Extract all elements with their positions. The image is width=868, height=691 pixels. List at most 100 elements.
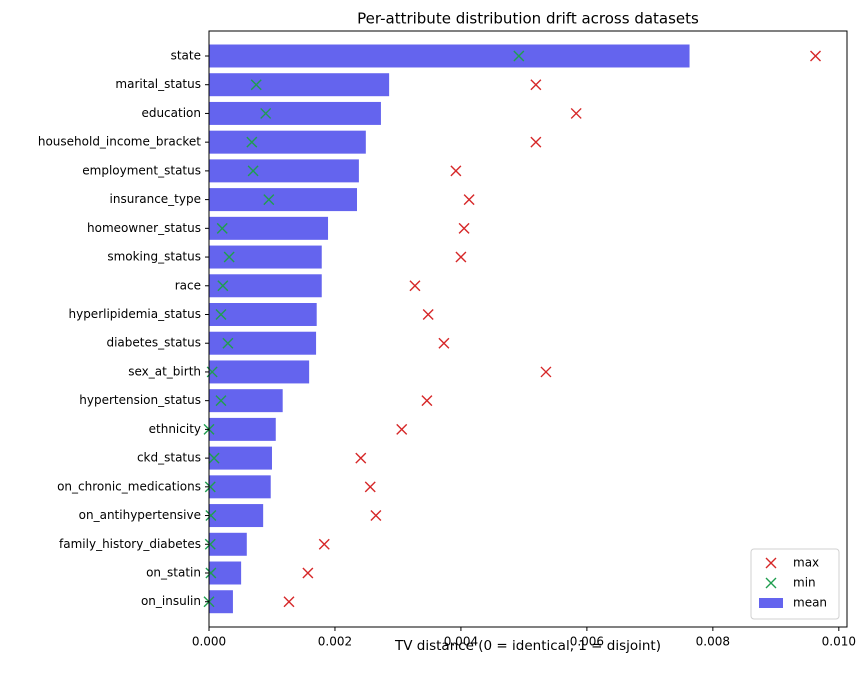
y-tick-label: on_antihypertensive [79,508,201,522]
marker [260,107,272,119]
marker-shape [422,309,434,320]
x-tick-label: 0.000 [192,635,226,649]
legend-swatch [765,577,777,589]
marker [215,309,227,320]
marker [513,50,525,62]
marker [246,136,258,148]
marker-shape [215,395,227,407]
marker [570,107,582,119]
marker [540,366,552,378]
marker [302,567,314,579]
marker [223,251,235,263]
y-tick-label: homeowner_status [87,221,201,235]
y-tick-label: smoking_status [107,250,201,264]
y-tick-label: on_insulin [141,594,201,608]
x-axis-label: TV distance (0 = identical, 1 = disjoint… [394,638,661,654]
marker [455,251,467,263]
marker-shape [204,481,216,493]
marker [810,50,822,62]
marker-shape [396,423,408,435]
marker [215,395,227,407]
marker [204,481,216,493]
marker [283,596,295,608]
bar [209,73,390,97]
marker-shape [530,79,542,91]
y-tick-label: marital_status [115,77,201,91]
y-tick-label: race [175,278,201,292]
marker [438,337,450,349]
marker-shape [205,510,217,522]
marker-shape [355,452,367,464]
bar [209,389,283,413]
marker [370,510,382,522]
bar [209,417,276,441]
marker [364,481,376,493]
marker [355,452,367,464]
marker [250,79,262,91]
bar [209,532,247,556]
marker [409,280,421,292]
marker [216,222,228,234]
marker-shape [217,280,229,292]
y-tick-label: insurance_type [110,192,201,206]
marker [396,423,408,435]
marker-shape [540,366,552,378]
y-tick-label: state [171,48,201,62]
marker-shape [450,165,462,177]
y-tick-label: hyperlipidemia_status [68,307,201,321]
marker-shape [215,309,227,320]
marker-shape [364,481,376,493]
marker-shape [455,251,467,263]
marker-shape [208,452,220,464]
x-tick-label: 0.006 [570,635,604,649]
marker-shape [810,50,822,62]
bar [209,303,317,326]
y-tick-label: ethnicity [149,422,201,436]
bar [209,561,242,585]
marker-shape [370,510,382,522]
marker [530,136,542,148]
marker [463,194,475,206]
marker [263,194,275,206]
bar [209,130,366,154]
bar [209,188,358,212]
y-tick-label: hypertension_status [79,393,201,407]
y-tick-label: diabetes_status [106,336,201,350]
marker-shape [283,596,295,608]
marker [422,309,434,320]
marker [222,337,234,349]
legend-swatch [765,557,777,569]
y-tick-label: education [141,106,201,120]
marker [247,165,259,177]
marker-shape [458,222,470,234]
bar [209,44,690,68]
y-tick-label: ckd_status [137,451,201,465]
marker [205,510,217,522]
marker-shape [570,107,582,119]
marker [530,79,542,91]
bar [209,360,310,384]
marker-shape [205,567,217,579]
y-tick-label: sex_at_birth [128,364,201,378]
y-tick-label: household_income_bracket [38,135,201,149]
marker-shape [216,222,228,234]
x-tick-label: 0.010 [822,635,856,649]
marker [318,538,330,550]
x-tick-label: 0.004 [444,635,478,649]
marker-shape [438,337,450,349]
bar [209,504,264,528]
marker [421,395,433,407]
bar [209,331,317,355]
marker-shape [223,251,235,263]
marker-shape [463,194,475,206]
bar [209,216,329,240]
marker [208,452,220,464]
bar [209,274,322,298]
marker [450,165,462,177]
bar [209,446,272,470]
marker [217,280,229,292]
legend-swatch [759,598,783,608]
x-tick-label: 0.008 [696,635,730,649]
marker-shape [318,538,330,550]
bar [209,101,381,125]
